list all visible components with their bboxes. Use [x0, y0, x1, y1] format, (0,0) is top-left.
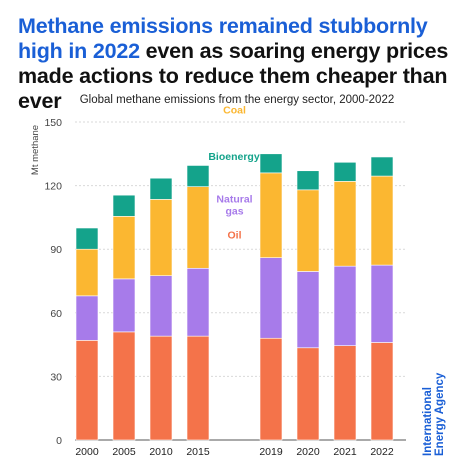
x-tick-label: 2020 [296, 446, 320, 458]
bar-segment [112, 278, 136, 333]
bar-segment [75, 295, 99, 341]
bar-segment [370, 264, 394, 343]
x-tick-label: 2021 [333, 446, 357, 458]
bar-segment [75, 248, 99, 297]
bar-segment [186, 335, 210, 441]
y-axis-label: Mt methane [30, 125, 41, 175]
series-label: Natural gas [216, 194, 252, 218]
bar-segment [259, 153, 283, 174]
bar-segment [259, 257, 283, 339]
bar-segment [259, 337, 283, 441]
series-label: Oil [227, 230, 241, 242]
y-tick-label: 150 [44, 117, 62, 129]
y-tick-label: 90 [50, 244, 62, 256]
bar-segment [186, 186, 210, 269]
brand-line-2: Energy Agency [434, 372, 446, 456]
bar-segment [149, 177, 173, 200]
bar-segment [296, 189, 320, 272]
bar-segment [370, 156, 394, 177]
y-tick-label: 120 [44, 181, 62, 193]
y-tick-label: 0 [56, 435, 62, 447]
bar-segment [186, 267, 210, 337]
chart-subtitle: Global methane emissions from the energy… [79, 94, 395, 106]
x-tick-label: 2000 [75, 446, 99, 458]
bar-segment [296, 271, 320, 349]
iea-logo: International Energy Agency [422, 346, 446, 456]
bar-segment [112, 331, 136, 441]
bar-segment [333, 181, 357, 267]
bar-segment [296, 347, 320, 441]
bar-segment [112, 216, 136, 280]
bar-segment [186, 165, 210, 187]
bar-segment [149, 275, 173, 337]
bar-segment [149, 335, 173, 441]
headline: Methane emissions remained stubbornly hi… [18, 14, 458, 114]
bar-segment [296, 170, 320, 191]
bar-segment [333, 161, 357, 182]
brand-line-1: International [422, 386, 434, 456]
headline-highlight: Methane emissions remained stubbornly hi… [18, 14, 428, 63]
bar-segment [112, 194, 136, 217]
bar-segment [370, 342, 394, 441]
bar-segment [333, 345, 357, 441]
x-tick-label: 2019 [259, 446, 283, 458]
x-tick-label: 2015 [186, 446, 210, 458]
series-label: Coal [223, 105, 246, 117]
bar-segment [149, 199, 173, 277]
x-tick-label: 2005 [112, 446, 136, 458]
y-tick-label: 60 [50, 308, 62, 320]
y-tick-label: 30 [50, 371, 62, 383]
bar-segment [333, 265, 357, 346]
bar-segment [370, 175, 394, 266]
bar-segment [75, 227, 99, 250]
headline-rest: even as soaring energy prices made actio… [18, 39, 449, 113]
series-label: Bioenergy [208, 151, 260, 163]
bar-segment [75, 340, 99, 441]
bar-segment [259, 172, 283, 258]
x-tick-label: 2010 [149, 446, 173, 458]
x-tick-label: 2022 [370, 446, 394, 458]
